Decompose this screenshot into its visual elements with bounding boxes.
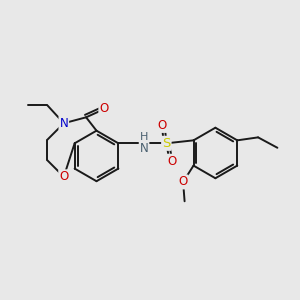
Text: O: O — [157, 119, 167, 132]
Text: N: N — [140, 142, 148, 155]
Text: O: O — [99, 102, 109, 115]
Text: O: O — [59, 170, 68, 183]
Text: S: S — [162, 137, 170, 150]
Text: N: N — [59, 117, 68, 130]
Text: O: O — [168, 154, 177, 168]
Text: H: H — [140, 132, 148, 142]
Text: O: O — [178, 176, 188, 188]
